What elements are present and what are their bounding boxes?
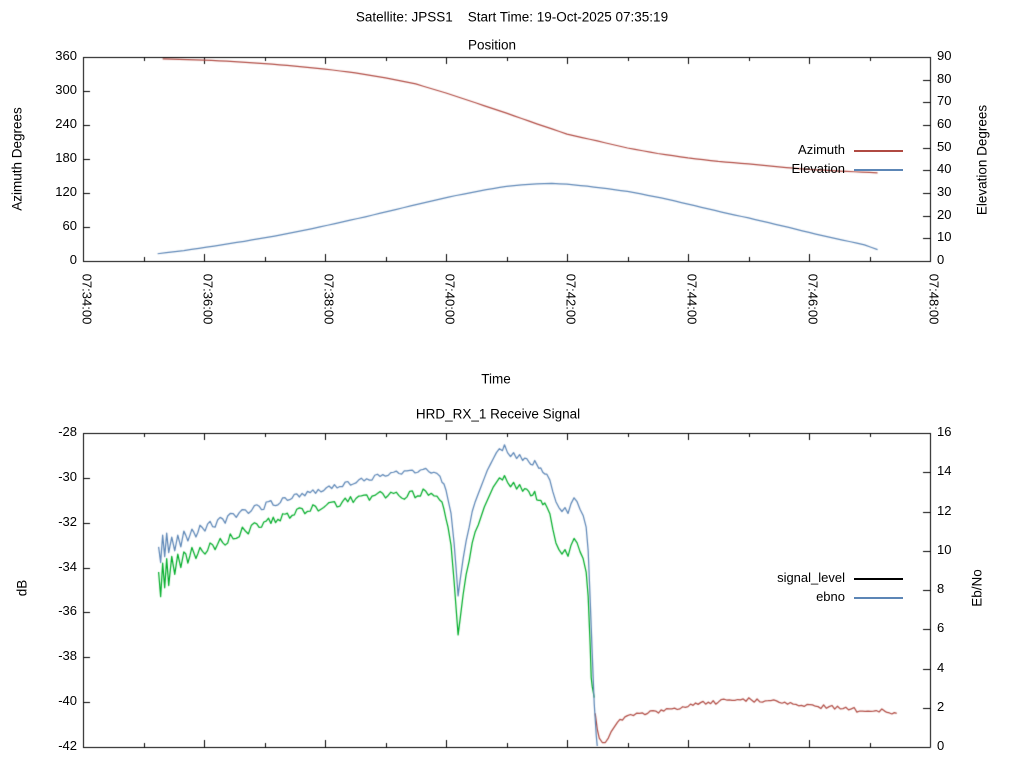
main-title: Satellite: JPSS1 Start Time: 19-Oct-2025…	[355, 9, 669, 25]
y-tick-label: 360	[55, 48, 77, 63]
y2-tick-label: 12	[937, 502, 952, 518]
x-tick-label: 07:48:00	[926, 273, 942, 325]
y2-tick-label: 10	[937, 541, 952, 557]
y2-tick-label: 10	[937, 229, 952, 245]
y2-tick-label: 4	[937, 659, 945, 675]
y2-tick-label: 20	[937, 206, 952, 222]
y2-tick-label: 14	[937, 463, 952, 479]
x-tick-label: 07:36:00	[200, 273, 216, 325]
y2-tick-label: 2	[937, 698, 945, 714]
y2-tick-label: 90	[937, 48, 952, 63]
legend-line-sample	[854, 578, 903, 580]
time-axis-label: Time	[481, 371, 511, 387]
legend-label-Elevation: Elevation	[791, 161, 845, 176]
y-tick-label: -42	[58, 738, 77, 753]
receive-signal-chart-title: HRD_RX_1 Receive Signal	[415, 406, 581, 422]
y-tick-label: -30	[58, 468, 77, 484]
y-tick-label: 300	[55, 82, 77, 97]
legend-label-Azimuth: Azimuth	[798, 142, 845, 157]
y-tick-label: -40	[58, 693, 77, 709]
legend-line-sample	[854, 150, 903, 152]
x-tick-label: 07:42:00	[563, 273, 579, 325]
y-tick-label: 240	[55, 116, 77, 131]
y2-tick-label: 80	[937, 70, 952, 86]
legend-label-ebno: ebno	[816, 589, 845, 604]
legend-line-sample	[854, 597, 903, 599]
y-tick-label: -38	[58, 648, 77, 664]
y-tick-label: -28	[58, 424, 77, 439]
x-tick-label: 07:46:00	[805, 273, 821, 325]
x-tick-label: 07:40:00	[442, 273, 458, 325]
y-tick-label: 120	[55, 184, 77, 199]
y-tick-label: 60	[62, 218, 77, 233]
legend-label-signal_level: signal_level	[777, 570, 845, 585]
y-tick-label: 180	[55, 150, 77, 165]
y2-tick-label: 40	[937, 161, 952, 177]
y2-tick-label: 60	[937, 116, 952, 131]
ebno-axis-label: Eb/No	[969, 569, 985, 607]
y2-tick-label: 6	[937, 620, 945, 636]
legend-line-sample	[854, 169, 903, 171]
x-tick-label: 07:34:00	[79, 273, 95, 325]
y2-tick-label: 8	[937, 581, 945, 596]
y2-tick-label: 16	[937, 424, 952, 439]
y2-tick-label: 0	[937, 252, 945, 267]
y2-tick-label: 0	[937, 738, 945, 753]
y-tick-label: 0	[69, 252, 77, 267]
elevation-degrees-axis-label: Elevation Degrees	[974, 104, 990, 216]
x-tick-label: 07:44:00	[684, 273, 700, 325]
position-chart-title: Position	[467, 37, 517, 53]
db-axis-label: dB	[14, 579, 30, 597]
x-tick-label: 07:38:00	[321, 273, 337, 325]
y-tick-label: -36	[58, 603, 77, 619]
y-tick-label: -32	[58, 513, 77, 529]
y2-tick-label: 70	[937, 93, 952, 109]
y2-tick-label: 50	[937, 138, 952, 154]
y2-tick-label: 30	[937, 184, 952, 199]
y-tick-label: -34	[58, 558, 77, 574]
